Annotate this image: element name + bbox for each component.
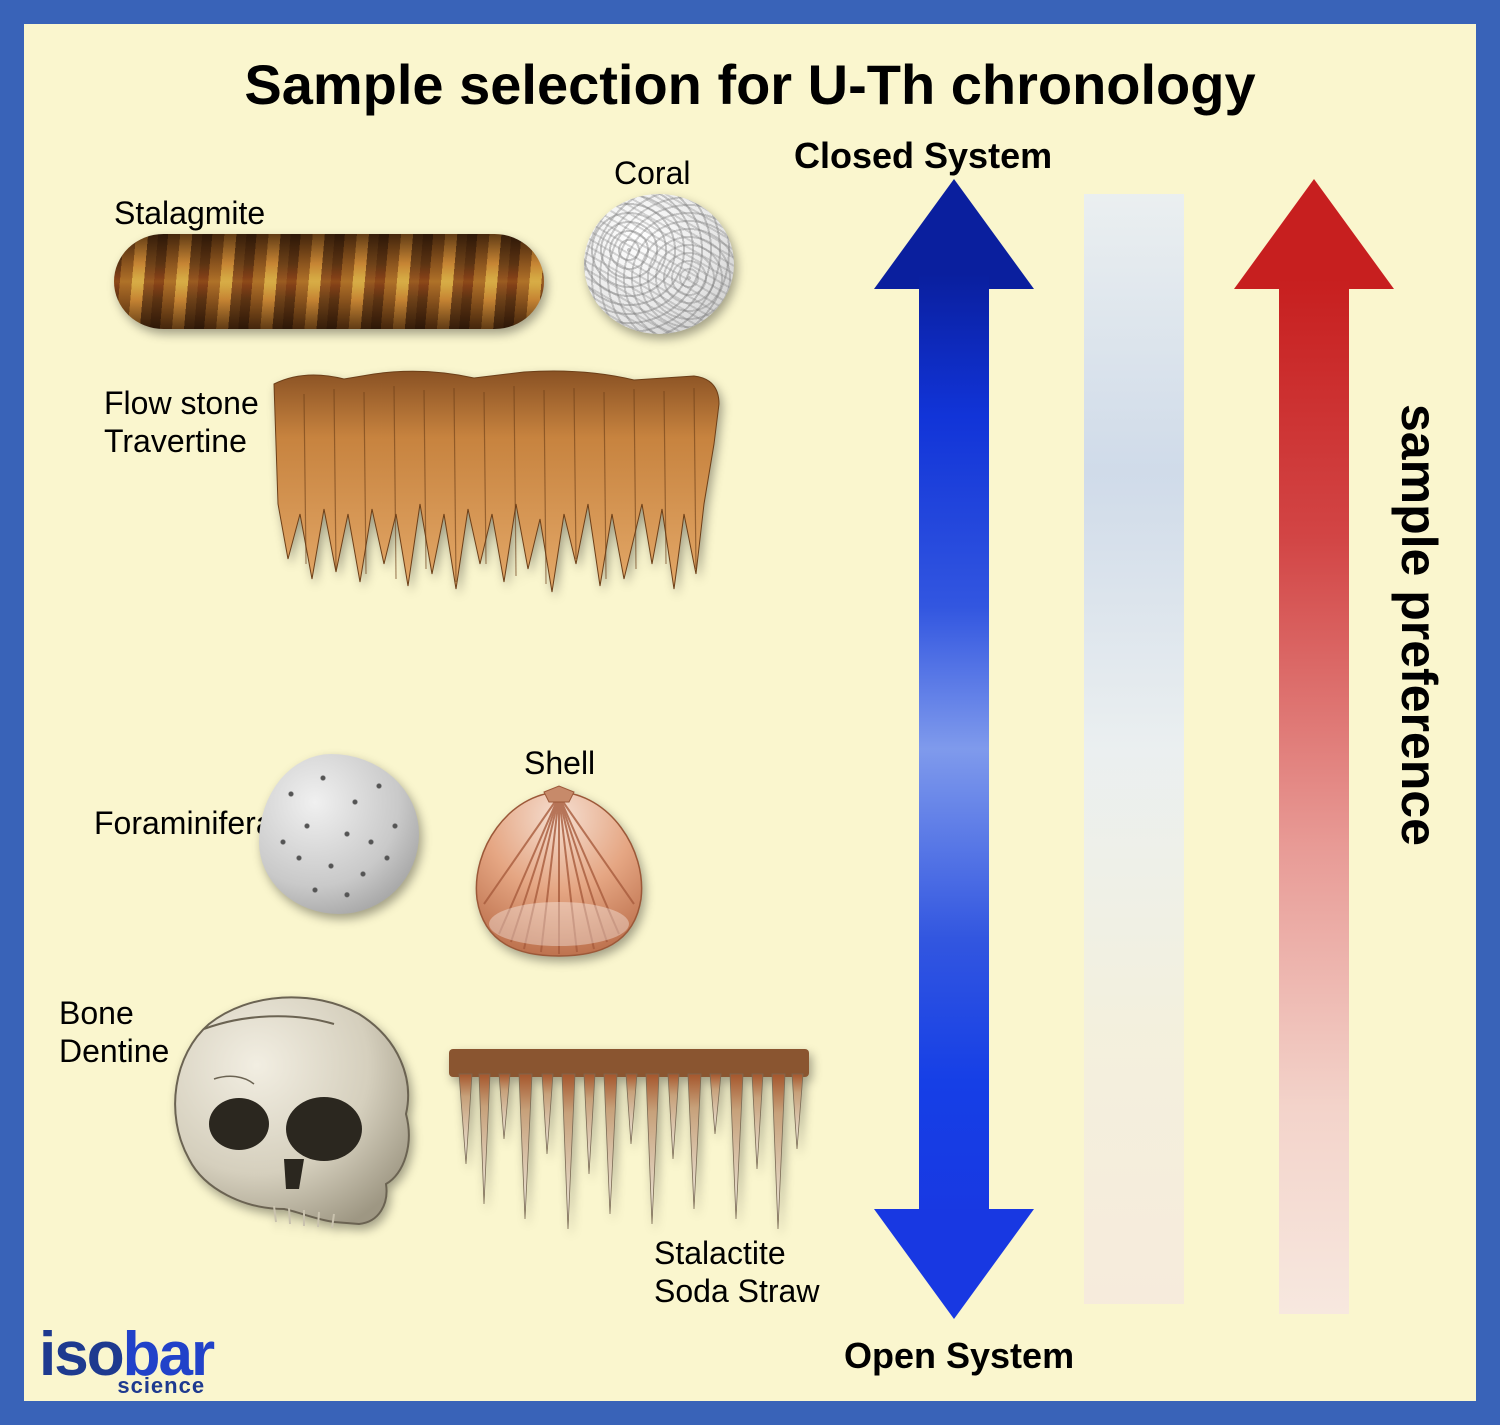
center-gradient-bar bbox=[1084, 194, 1184, 1304]
bone-label: Bone Dentine bbox=[59, 994, 169, 1071]
logo-text-iso: iso bbox=[39, 1320, 123, 1389]
open-system-label: Open System bbox=[844, 1334, 1074, 1377]
stalagmite-label: Stalagmite bbox=[114, 194, 265, 232]
foraminifera-icon bbox=[259, 754, 419, 914]
arrow-head-up-icon bbox=[1234, 179, 1394, 289]
stalactite-icon bbox=[444, 1044, 814, 1234]
shell-icon bbox=[469, 784, 649, 959]
closed-system-label: Closed System bbox=[794, 134, 1052, 177]
flowstone-label: Flow stone Travertine bbox=[104, 384, 259, 461]
arrow-shaft bbox=[919, 274, 989, 1224]
flowstone-icon bbox=[264, 364, 724, 594]
sample-preference-label: sample preference bbox=[1390, 404, 1448, 846]
foraminifera-label: Foraminifera bbox=[94, 804, 274, 842]
isobar-logo: isobar science bbox=[39, 1329, 213, 1396]
stalactite-label: Stalactite Soda Straw bbox=[654, 1234, 819, 1311]
page-title: Sample selection for U-Th chronology bbox=[24, 52, 1476, 117]
coral-icon bbox=[584, 194, 734, 334]
system-arrow-blue bbox=[894, 184, 1014, 1314]
preference-arrow-red bbox=[1254, 184, 1374, 1314]
arrow-head-down-icon bbox=[874, 1209, 1034, 1319]
coral-label: Coral bbox=[614, 154, 690, 192]
skull-icon bbox=[154, 984, 424, 1229]
shell-label: Shell bbox=[524, 744, 595, 782]
infographic-frame: Sample selection for U-Th chronology Clo… bbox=[0, 0, 1500, 1425]
arrow-head-up-icon bbox=[874, 179, 1034, 289]
stalagmite-icon bbox=[114, 234, 544, 329]
arrow-shaft bbox=[1279, 279, 1349, 1314]
